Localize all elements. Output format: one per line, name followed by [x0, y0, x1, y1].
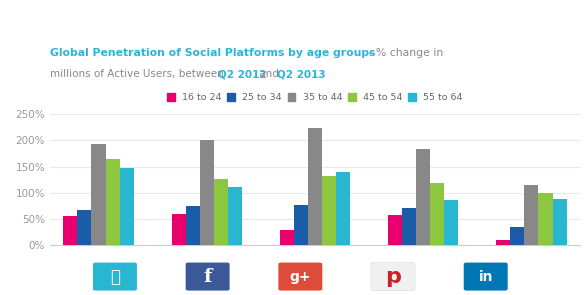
Bar — [294, 205, 308, 245]
Bar — [63, 216, 77, 245]
Bar — [539, 193, 553, 245]
Bar — [200, 140, 214, 245]
Text: Q2 2013: Q2 2013 — [277, 69, 325, 79]
Bar — [388, 215, 402, 245]
Bar — [91, 144, 105, 245]
Text: in: in — [478, 270, 493, 283]
Text: Global Penetration of Social Platforms by age groups: Global Penetration of Social Platforms b… — [50, 47, 375, 58]
Bar — [120, 168, 134, 245]
Bar — [430, 183, 444, 245]
Bar — [280, 230, 294, 245]
Bar — [228, 187, 242, 245]
Legend: 16 to 24, 25 to 34, 35 to 44, 45 to 54, 55 to 64: 16 to 24, 25 to 34, 35 to 44, 45 to 54, … — [163, 89, 466, 106]
Bar — [524, 185, 539, 245]
Bar — [336, 172, 350, 245]
Bar — [172, 214, 186, 245]
Bar — [308, 128, 322, 245]
Text: f: f — [203, 268, 212, 286]
Bar — [402, 208, 416, 245]
Bar — [77, 210, 91, 245]
Bar — [553, 199, 567, 245]
Text: millions of Active Users, between: millions of Active Users, between — [50, 69, 227, 79]
Text: Q2 2012: Q2 2012 — [219, 69, 267, 79]
Text: 🐦: 🐦 — [110, 268, 120, 286]
Bar — [214, 179, 228, 245]
Bar — [322, 176, 336, 245]
Bar — [186, 206, 200, 245]
Bar — [105, 159, 120, 245]
Text: - % change in: - % change in — [365, 47, 444, 58]
Bar — [510, 227, 524, 245]
Bar — [416, 149, 430, 245]
Bar — [496, 240, 510, 245]
Text: g+: g+ — [289, 270, 311, 283]
Bar — [444, 201, 458, 245]
Text: and: and — [255, 69, 282, 79]
Text: p: p — [385, 267, 401, 286]
